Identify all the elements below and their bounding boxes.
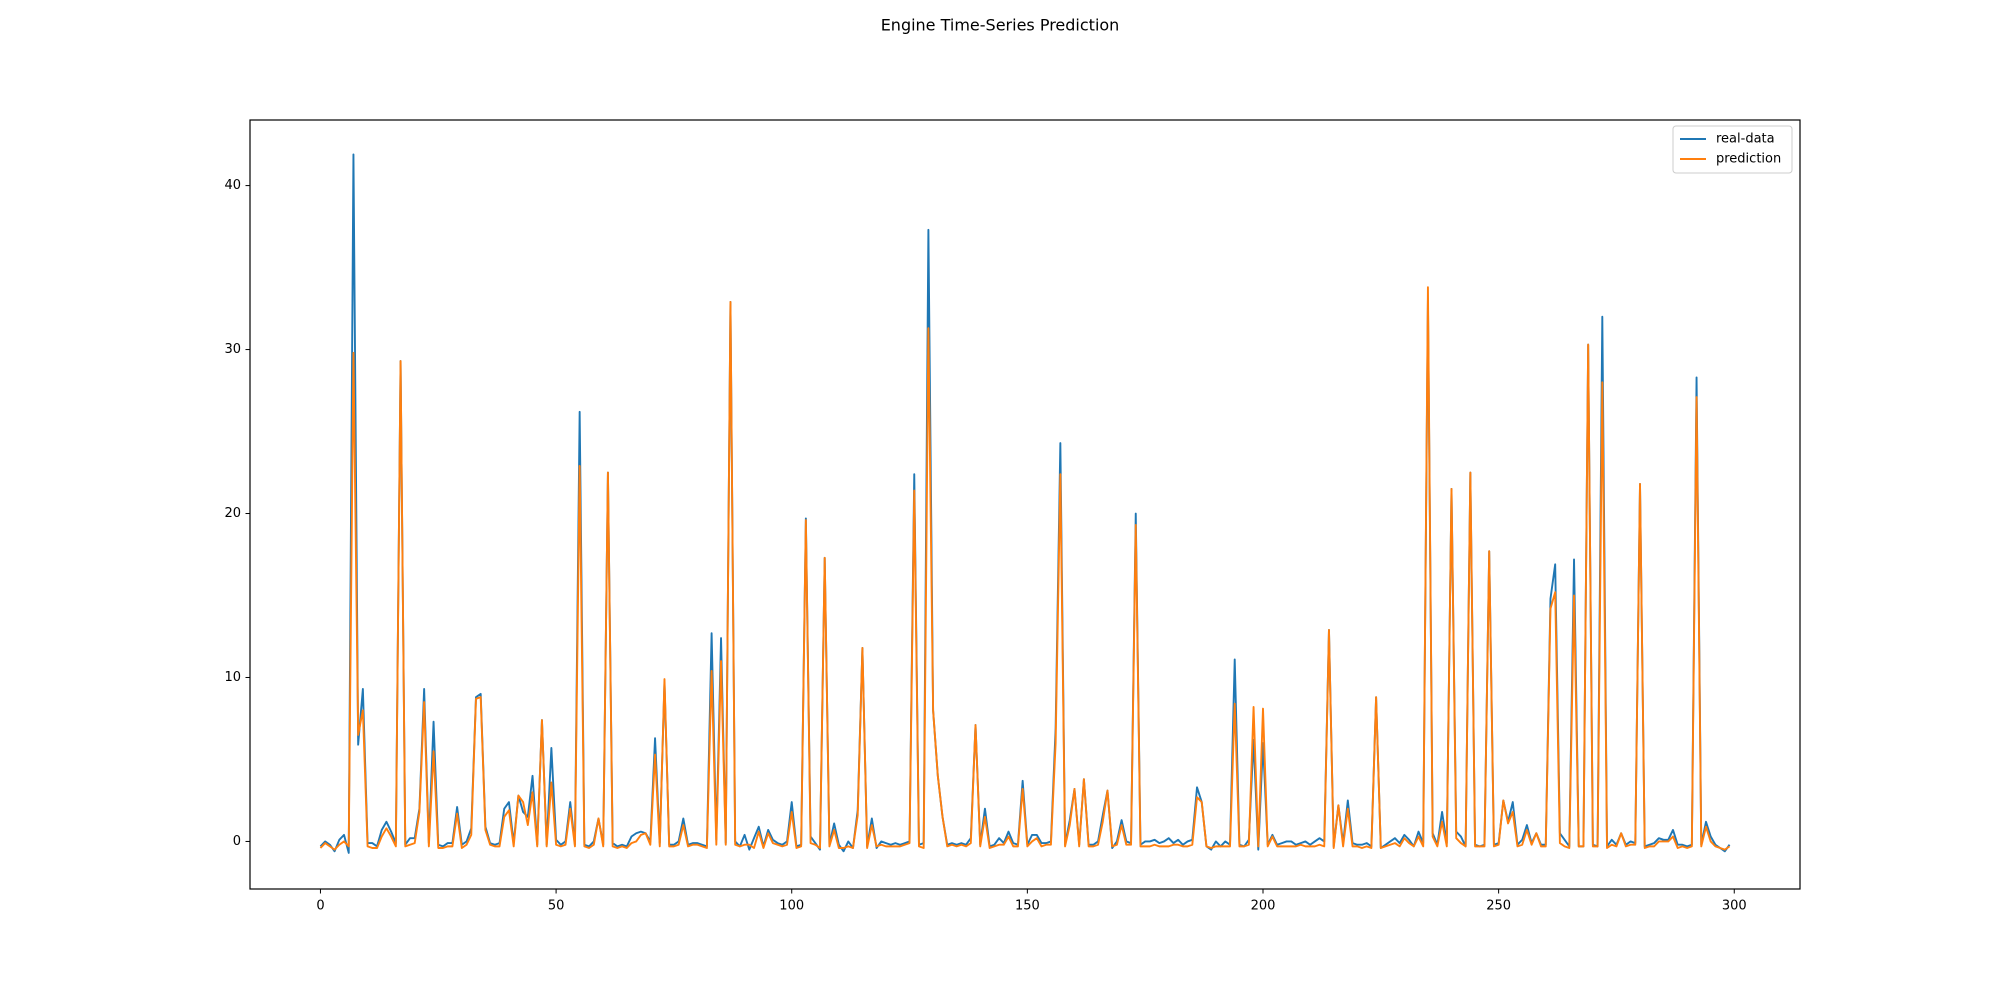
x-tick-label: 250 [1486, 899, 1511, 914]
series-line [319, 286, 1731, 851]
legend-label: real-data [1716, 132, 1775, 147]
y-tick-label: 30 [224, 342, 241, 357]
plot-frame [249, 119, 1801, 890]
x-tick-label: 0 [316, 899, 324, 914]
y-tick-label: 0 [233, 834, 241, 849]
y-tick-label: 20 [224, 506, 241, 521]
x-tick-label: 100 [779, 899, 804, 914]
x-tick-label: 300 [1722, 899, 1747, 914]
series-line [319, 153, 1731, 854]
legend-label: prediction [1716, 152, 1781, 167]
x-tick-label: 150 [1015, 899, 1040, 914]
legend-box [1672, 125, 1793, 174]
y-tick-label: 10 [224, 670, 241, 685]
y-tick-label: 40 [224, 178, 241, 193]
chart-title: Engine Time-Series Prediction [881, 16, 1120, 35]
x-tick-label: 200 [1251, 899, 1276, 914]
x-tick-label: 50 [548, 899, 565, 914]
